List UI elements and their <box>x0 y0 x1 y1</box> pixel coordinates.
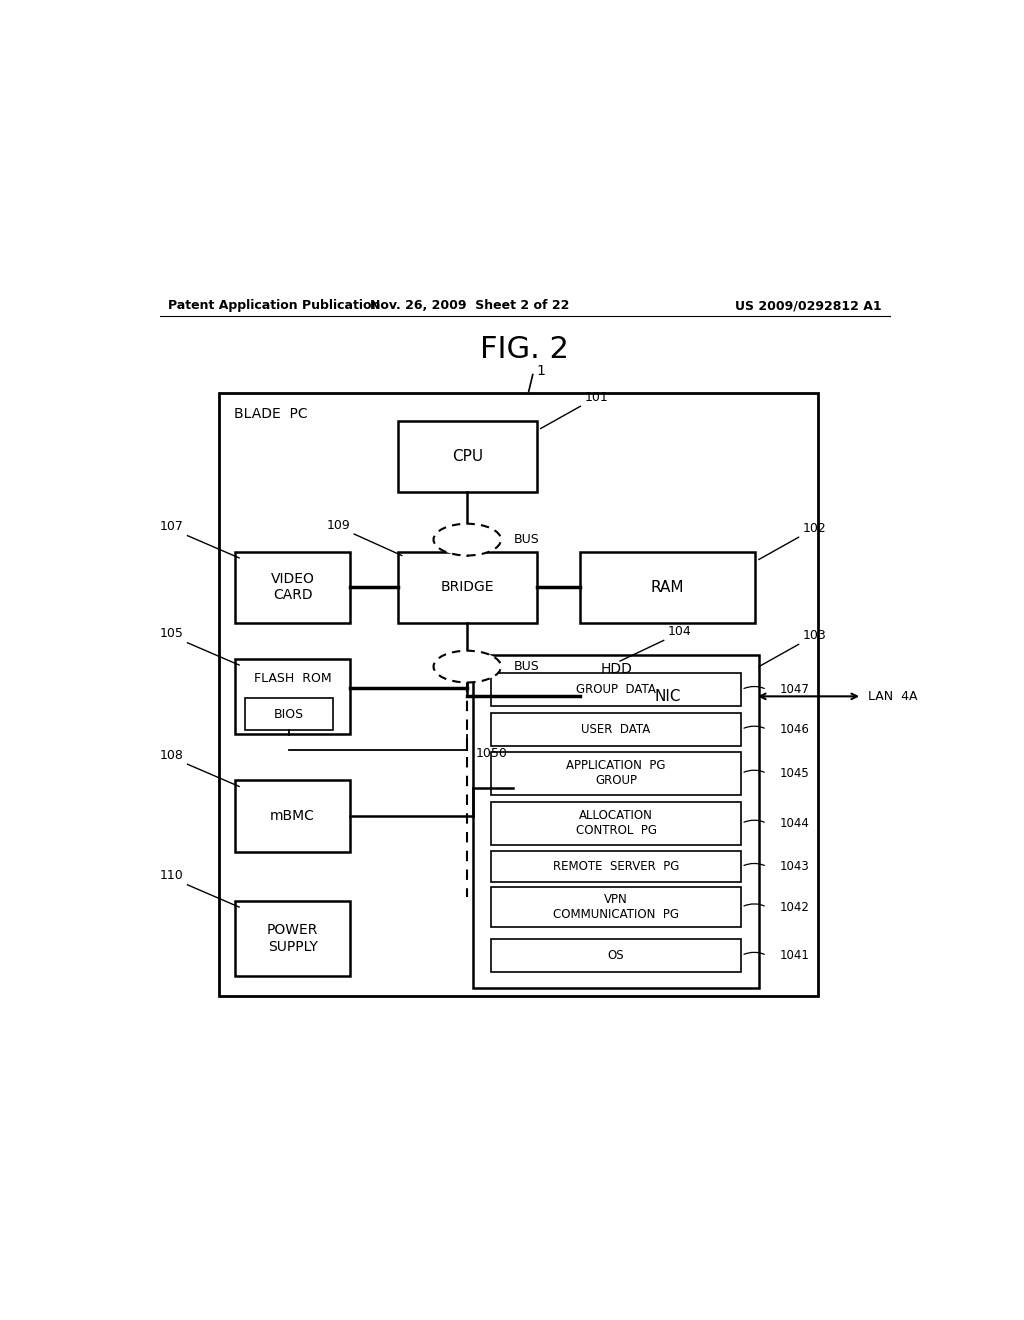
Text: Nov. 26, 2009  Sheet 2 of 22: Nov. 26, 2009 Sheet 2 of 22 <box>370 300 569 312</box>
Text: 101: 101 <box>585 391 608 404</box>
Text: CPU: CPU <box>452 449 483 463</box>
Bar <box>219 393 818 997</box>
Text: US 2009/0292812 A1: US 2009/0292812 A1 <box>735 300 882 312</box>
Text: 1046: 1046 <box>779 723 809 735</box>
Bar <box>236 900 350 975</box>
Text: NIC: NIC <box>654 689 681 704</box>
Text: BIOS: BIOS <box>274 708 304 721</box>
Text: POWER
SUPPLY: POWER SUPPLY <box>267 923 318 953</box>
Text: 107: 107 <box>160 520 183 533</box>
Text: BUS: BUS <box>513 533 539 546</box>
Text: GROUP  DATA: GROUP DATA <box>577 684 656 696</box>
Text: RAM: RAM <box>651 579 684 595</box>
Text: VIDEO
CARD: VIDEO CARD <box>270 572 314 602</box>
Text: mBMC: mBMC <box>270 809 315 822</box>
Text: Patent Application Publication: Patent Application Publication <box>168 300 380 312</box>
Ellipse shape <box>433 651 501 682</box>
Bar <box>581 552 755 623</box>
Text: 103: 103 <box>803 630 826 642</box>
Text: USER  DATA: USER DATA <box>582 723 650 735</box>
Ellipse shape <box>433 524 501 556</box>
Bar <box>246 698 333 730</box>
Text: APPLICATION  PG
GROUP: APPLICATION PG GROUP <box>566 759 666 787</box>
Text: BUS: BUS <box>513 660 539 673</box>
Bar <box>236 552 350 623</box>
Text: FLASH  ROM: FLASH ROM <box>254 672 332 685</box>
Text: 1041: 1041 <box>779 949 809 962</box>
Bar <box>490 850 741 883</box>
Bar <box>236 780 350 851</box>
Text: LAN  4A: LAN 4A <box>868 690 918 702</box>
Bar <box>490 751 741 795</box>
Bar <box>490 801 741 845</box>
Text: 105: 105 <box>160 627 183 640</box>
Text: REMOTE  SERVER  PG: REMOTE SERVER PG <box>553 861 679 873</box>
Bar <box>236 659 350 734</box>
Text: 1: 1 <box>537 363 546 378</box>
Text: HDD: HDD <box>600 663 632 676</box>
Text: BRIDGE: BRIDGE <box>440 581 494 594</box>
Text: ALLOCATION
CONTROL  PG: ALLOCATION CONTROL PG <box>575 809 656 837</box>
Text: 104: 104 <box>668 626 691 638</box>
Bar <box>397 552 537 623</box>
Text: 1050: 1050 <box>475 747 507 760</box>
Text: 1043: 1043 <box>779 861 809 873</box>
Bar <box>490 713 741 746</box>
Text: OS: OS <box>608 949 625 962</box>
Bar <box>581 659 755 734</box>
Text: 1047: 1047 <box>779 684 809 696</box>
Text: 102: 102 <box>803 521 826 535</box>
Text: 108: 108 <box>160 748 183 762</box>
Text: VPN
COMMUNICATION  PG: VPN COMMUNICATION PG <box>553 894 679 921</box>
Text: FIG. 2: FIG. 2 <box>480 335 569 363</box>
Bar <box>397 421 537 492</box>
Text: 110: 110 <box>160 870 183 883</box>
Text: BLADE  PC: BLADE PC <box>233 407 307 421</box>
Text: 1042: 1042 <box>779 900 809 913</box>
Text: 109: 109 <box>327 519 350 532</box>
Text: 1045: 1045 <box>779 767 809 780</box>
Text: 1044: 1044 <box>779 817 809 830</box>
Bar <box>473 655 759 987</box>
Bar <box>490 887 741 927</box>
Bar <box>490 939 741 972</box>
Bar <box>490 673 741 706</box>
